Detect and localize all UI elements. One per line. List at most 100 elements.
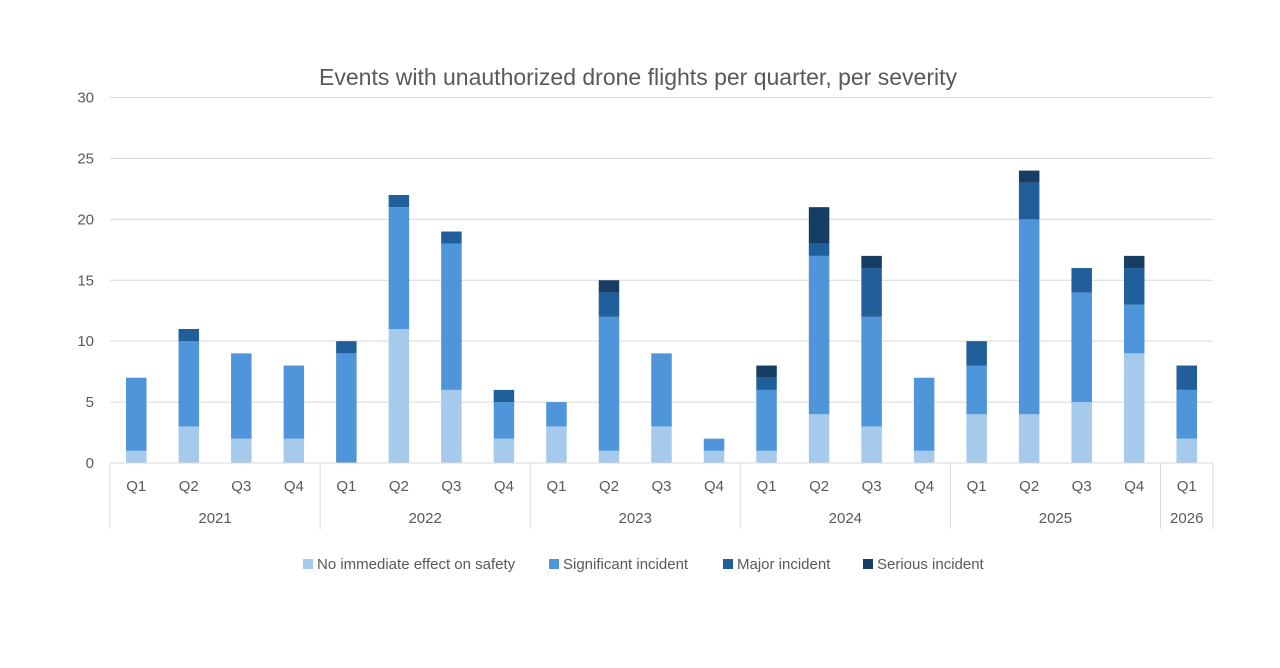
bar-segment	[441, 243, 462, 390]
bar-segment	[441, 231, 462, 244]
x-tick-label: Q4	[1124, 478, 1144, 495]
legend: No immediate effect on safety Significant…	[303, 556, 985, 573]
x-tick-label: Q3	[441, 478, 461, 495]
x-tick-label: Q1	[967, 478, 987, 495]
x-tick-label: Q2	[389, 478, 409, 495]
bar-segment	[1123, 255, 1145, 269]
year-label: 2021	[198, 510, 231, 527]
bar-segment	[598, 316, 620, 451]
bar-segment	[493, 389, 515, 403]
x-tick-label: Q1	[1177, 478, 1197, 495]
bar-segment	[1123, 268, 1145, 305]
x-tick-label: Q4	[704, 478, 724, 495]
bar-segment	[651, 426, 672, 463]
bar-segment	[388, 328, 410, 463]
bar-segment	[231, 353, 252, 439]
bar-segment	[808, 207, 830, 244]
bar-segment	[546, 426, 567, 463]
x-tick-label: Q2	[809, 478, 829, 495]
bar-segment	[966, 341, 987, 366]
x-tick-label: Q2	[599, 478, 619, 495]
bar-segment	[703, 438, 725, 451]
bar-segment	[126, 450, 147, 463]
bar-segment	[283, 365, 305, 439]
bar-segment	[966, 365, 987, 415]
x-tick-label: Q1	[336, 478, 356, 495]
bar-segment	[808, 414, 830, 463]
bar-segment	[808, 255, 830, 415]
bar-segment	[388, 194, 410, 208]
bar-segment	[598, 292, 620, 317]
bar-segment	[1018, 219, 1040, 415]
bar-segment	[1018, 414, 1040, 463]
x-tick-label: Q1	[546, 478, 566, 495]
bar-segment	[913, 377, 935, 451]
bar-segment	[703, 450, 725, 463]
y-tick-label: 10	[77, 333, 94, 350]
bar-segment	[1176, 438, 1197, 463]
year-label: 2025	[1039, 510, 1072, 527]
bar-segment	[808, 243, 830, 256]
bar-segment	[1176, 389, 1197, 439]
y-tick-label: 25	[77, 150, 94, 167]
bar-segment	[1123, 304, 1145, 354]
bars	[126, 170, 1197, 463]
legend-label: Serious incident	[877, 556, 985, 573]
bar-segment	[598, 280, 620, 293]
bar-segment	[388, 207, 410, 329]
y-tick-label: 20	[77, 211, 94, 228]
y-axis: 0 5 10 15 20 25 30	[77, 90, 94, 473]
bar-segment	[1071, 268, 1092, 293]
year-label: 2022	[408, 510, 441, 527]
bar-segment	[756, 389, 777, 451]
bar-segment	[336, 341, 357, 354]
legend-swatch	[863, 559, 873, 569]
legend-swatch	[549, 559, 559, 569]
year-label: 2026	[1170, 510, 1203, 527]
legend-swatch	[303, 559, 313, 569]
bar-segment	[546, 402, 567, 427]
bar-segment	[178, 341, 200, 427]
bar-segment	[756, 450, 777, 463]
x-tick-label: Q4	[494, 478, 514, 495]
bar-segment	[493, 438, 515, 463]
bar-segment	[756, 377, 777, 390]
bar-segment	[126, 377, 147, 451]
chart-title: Events with unauthorized drone flights p…	[319, 64, 957, 90]
bar-segment	[861, 268, 882, 317]
bar-segment	[1176, 365, 1197, 390]
y-tick-label: 5	[86, 394, 94, 411]
bar-segment	[1071, 402, 1092, 463]
x-tick-label: Q2	[179, 478, 199, 495]
bar-segment	[231, 438, 252, 463]
legend-label: Major incident	[737, 556, 831, 573]
legend-label: Significant incident	[563, 556, 689, 573]
year-label: 2024	[829, 510, 862, 527]
bar-segment	[913, 450, 935, 463]
bar-segment	[756, 365, 777, 378]
bar-segment	[1018, 182, 1040, 220]
bar-segment	[861, 426, 882, 463]
bar-segment	[861, 255, 882, 269]
x-tick-label: Q3	[1072, 478, 1092, 495]
bar-segment	[283, 438, 305, 463]
x-tick-label: Q4	[914, 478, 934, 495]
bar-segment	[336, 353, 357, 463]
x-tick-label: Q3	[651, 478, 671, 495]
y-tick-label: 15	[77, 272, 94, 289]
y-tick-label: 30	[77, 90, 94, 107]
bar-segment	[598, 450, 620, 463]
bar-segment	[178, 328, 200, 342]
bar-segment	[651, 353, 672, 427]
bar-segment	[1071, 292, 1092, 403]
x-tick-label: Q4	[284, 478, 304, 495]
x-axis: Q1 Q2 Q3 Q4 Q1 Q2 Q3 Q4 Q1 Q2 Q3 Q4 Q1 Q2 Q3 Q4 Q1 Q2 Q3 Q4…	[109, 462, 1214, 529]
x-tick-label: Q3	[231, 478, 251, 495]
x-tick-label: Q1	[126, 478, 146, 495]
bar-segment	[493, 402, 515, 439]
x-tick-label: Q1	[757, 478, 777, 495]
bar-segment	[441, 389, 462, 463]
x-tick-label: Q3	[862, 478, 882, 495]
y-tick-label: 0	[86, 455, 94, 472]
